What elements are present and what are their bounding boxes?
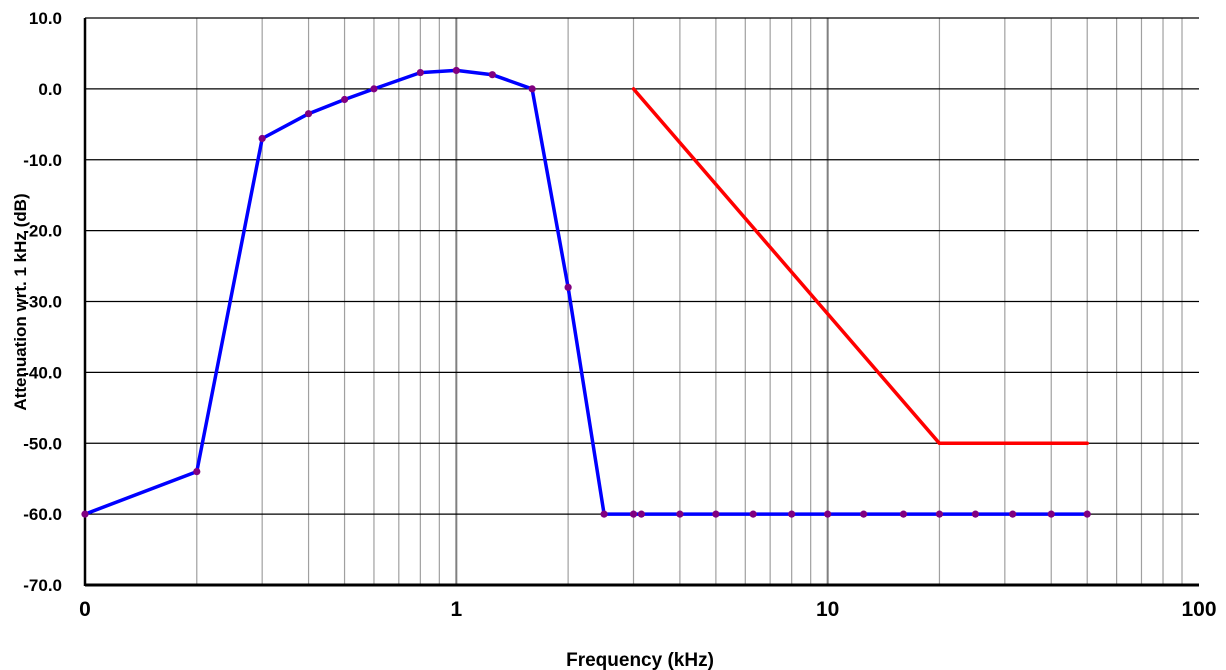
data-point — [899, 510, 908, 518]
data-point — [629, 510, 638, 518]
data-point — [193, 468, 201, 476]
series-line-2 — [83, 68, 1089, 516]
tick-labels: 10.0 0.0 -10.0 -20.0 -30.0 -40.0 -50.0 -60.0 -70… — [23, 9, 1216, 621]
data-point — [637, 510, 645, 518]
y-tick-label: -40.0 — [23, 363, 62, 382]
data-point — [1047, 510, 1055, 518]
data-point — [971, 510, 980, 518]
data-point — [488, 71, 496, 79]
axes — [83, 18, 1199, 587]
data-point — [452, 66, 460, 75]
data-point — [749, 510, 757, 518]
data-point — [1083, 510, 1091, 518]
data-point — [676, 510, 684, 518]
data-point — [370, 85, 378, 93]
data-point — [600, 510, 608, 518]
data-point — [712, 510, 720, 518]
y-tick-label: -50.0 — [23, 434, 62, 453]
data-point — [528, 85, 536, 93]
y-tick-label: -60.0 — [23, 505, 62, 524]
y-axis-title: Attenuation wrt. 1 kHz (dB) — [11, 193, 30, 410]
series-line-1 — [631, 87, 1089, 446]
y-tick-label: -70.0 — [23, 576, 62, 595]
y-tick-label: -10.0 — [23, 151, 62, 170]
y-tick-label: 10.0 — [29, 9, 62, 28]
grid-lines — [85, 17, 1199, 585]
y-tick-label: -30.0 — [23, 293, 62, 312]
x-tick-label: 100 — [1181, 598, 1216, 621]
x-tick-label: 1 — [450, 598, 462, 621]
data-point — [564, 283, 572, 291]
data-point — [860, 510, 868, 518]
y-tick-label: 0.0 — [38, 80, 62, 99]
data-series — [81, 66, 1091, 518]
data-point — [788, 510, 796, 518]
data-point — [81, 510, 89, 518]
data-point — [1009, 510, 1017, 518]
y-tick-label: -20.0 — [23, 222, 62, 241]
data-point — [935, 510, 944, 518]
data-point — [340, 95, 349, 104]
data-point — [824, 510, 832, 518]
x-tick-label: 10 — [816, 598, 839, 621]
data-point — [304, 110, 313, 118]
data-point — [258, 134, 266, 143]
data-point — [416, 68, 424, 77]
x-tick-label: 0 — [79, 598, 91, 621]
x-axis-title: Frequency (kHz) — [566, 650, 714, 670]
